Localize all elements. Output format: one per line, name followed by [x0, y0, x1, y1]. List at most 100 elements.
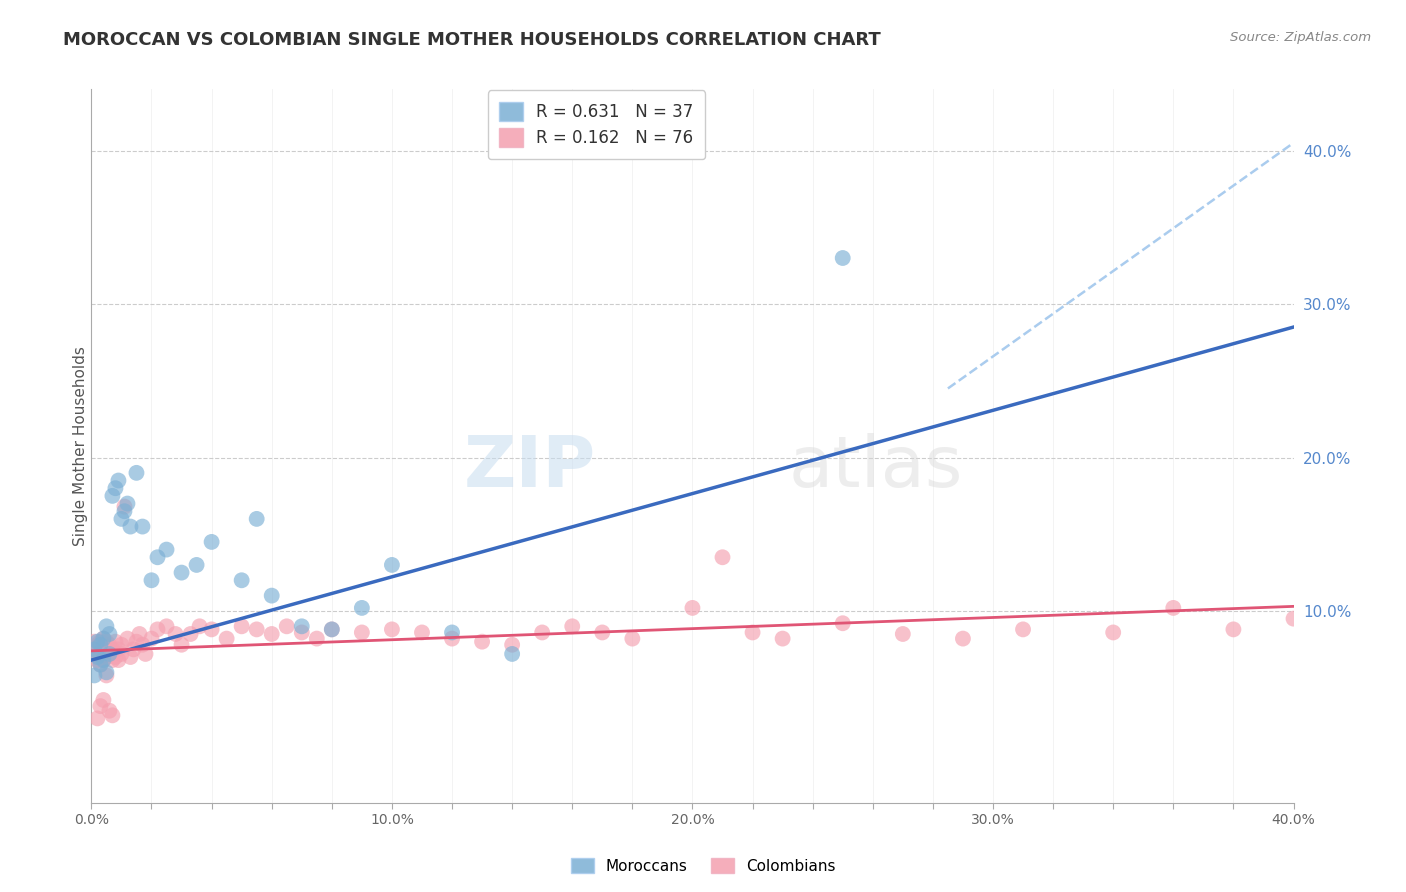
Point: [117, 632, 139, 646]
Point: [201, 623, 224, 637]
Point: [101, 642, 124, 657]
Point: [89, 638, 111, 652]
Point: [291, 625, 314, 640]
Point: [96, 619, 118, 633]
Point: [141, 632, 163, 646]
Legend: Moroccans, Colombians: Moroccans, Colombians: [565, 852, 841, 880]
Point: [188, 619, 211, 633]
Point: [501, 638, 523, 652]
Point: [186, 558, 208, 572]
Point: [101, 708, 124, 723]
Point: [170, 638, 193, 652]
Point: [86, 647, 108, 661]
Point: [305, 632, 328, 646]
Point: [440, 632, 463, 646]
Point: [125, 634, 148, 648]
Point: [89, 699, 111, 714]
Point: [107, 642, 129, 657]
Point: [83, 668, 105, 682]
Text: Source: ZipAtlas.com: Source: ZipAtlas.com: [1230, 31, 1371, 45]
Point: [531, 625, 554, 640]
Point: [98, 638, 121, 652]
Point: [591, 625, 613, 640]
Point: [122, 642, 145, 657]
Point: [276, 619, 298, 633]
Point: [471, 634, 494, 648]
Point: [411, 625, 433, 640]
Point: [89, 650, 111, 665]
Point: [141, 574, 163, 588]
Point: [146, 550, 169, 565]
Point: [681, 601, 703, 615]
Point: [96, 642, 118, 657]
Point: [96, 665, 118, 680]
Point: [246, 623, 269, 637]
Point: [110, 512, 132, 526]
Point: [114, 504, 136, 518]
Point: [110, 638, 132, 652]
Point: [96, 668, 118, 682]
Point: [107, 653, 129, 667]
Point: [89, 634, 111, 648]
Point: [146, 623, 169, 637]
Point: [321, 623, 343, 637]
Point: [83, 642, 105, 657]
Point: [231, 574, 253, 588]
Point: [170, 566, 193, 580]
Point: [621, 632, 644, 646]
Point: [104, 650, 127, 665]
Point: [86, 711, 108, 725]
Point: [86, 638, 108, 652]
Point: [86, 634, 108, 648]
Point: [131, 638, 153, 652]
Point: [89, 657, 111, 672]
Point: [831, 616, 853, 631]
Point: [104, 634, 127, 648]
Point: [561, 619, 583, 633]
Point: [1161, 601, 1184, 615]
Point: [93, 653, 115, 667]
Point: [93, 632, 115, 646]
Point: [155, 542, 177, 557]
Point: [165, 627, 187, 641]
Point: [101, 489, 124, 503]
Point: [120, 519, 142, 533]
Point: [246, 512, 269, 526]
Point: [772, 632, 794, 646]
Point: [155, 619, 177, 633]
Text: MOROCCAN VS COLOMBIAN SINGLE MOTHER HOUSEHOLDS CORRELATION CHART: MOROCCAN VS COLOMBIAN SINGLE MOTHER HOUS…: [63, 31, 882, 49]
Point: [891, 627, 914, 641]
Point: [83, 642, 105, 657]
Point: [711, 550, 734, 565]
Point: [131, 519, 153, 533]
Point: [1282, 612, 1305, 626]
Point: [98, 704, 121, 718]
Point: [1222, 623, 1244, 637]
Point: [831, 251, 853, 265]
Point: [231, 619, 253, 633]
Point: [1102, 625, 1125, 640]
Point: [93, 642, 115, 657]
Point: [952, 632, 974, 646]
Point: [114, 500, 136, 514]
Point: [96, 650, 118, 665]
Point: [98, 647, 121, 661]
Point: [86, 653, 108, 667]
Point: [128, 627, 150, 641]
Text: atlas: atlas: [789, 433, 963, 502]
Point: [125, 466, 148, 480]
Point: [350, 601, 373, 615]
Point: [381, 623, 404, 637]
Point: [201, 535, 224, 549]
Point: [260, 589, 283, 603]
Point: [104, 481, 127, 495]
Point: [98, 627, 121, 641]
Point: [93, 653, 115, 667]
Text: ZIP: ZIP: [464, 433, 596, 502]
Point: [89, 657, 111, 672]
Point: [120, 650, 142, 665]
Point: [741, 625, 763, 640]
Point: [350, 625, 373, 640]
Point: [381, 558, 404, 572]
Point: [83, 634, 105, 648]
